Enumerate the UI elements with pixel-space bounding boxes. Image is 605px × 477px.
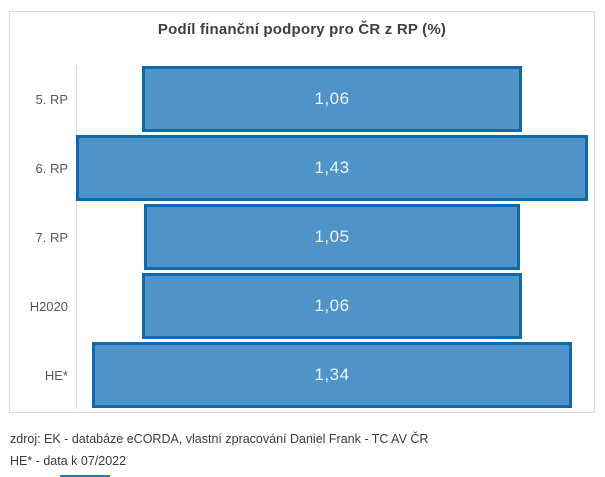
cropped-element-sliver [60, 475, 110, 477]
category-label: H2020 [29, 298, 68, 314]
bar-track: 1,05 [76, 204, 588, 270]
chart-title: Podíl finanční podpory pro ČR z RP (%) [157, 21, 447, 38]
bar-row: HE* 1,34 [10, 342, 588, 408]
data-date-note: HE* - data k 07/2022 [10, 454, 127, 468]
bar-value-label: 1,06 [314, 89, 350, 108]
bar-rows: 5. RP 1,06 6. RP 1,43 7. RP 1,05 H2020 1,06 HE* 1… [10, 66, 588, 408]
bar-value-label: 1,06 [314, 296, 350, 315]
bar-row: 7. RP 1,05 [10, 204, 588, 270]
category-label: 5. RP [35, 91, 68, 107]
category-label: HE* [44, 367, 68, 383]
category-label: 7. RP [35, 229, 68, 245]
chart-frame: Podíl finanční podpory pro ČR z RP (%) 5… [9, 11, 595, 413]
bar-row: 5. RP 1,06 [10, 66, 588, 132]
bar: 1,34 [92, 342, 572, 408]
bar-value-label: 1,43 [314, 158, 350, 177]
bar-value-label: 1,34 [314, 365, 350, 384]
bar-value-label: 1,05 [314, 227, 350, 246]
bar-track: 1,06 [76, 273, 588, 339]
category-label: 6. RP [35, 160, 68, 176]
bar: 1,06 [142, 66, 522, 132]
bar: 1,43 [76, 135, 588, 201]
category-axis-line [76, 65, 77, 409]
bar: 1,06 [142, 273, 522, 339]
bar-row: H2020 1,06 [10, 273, 588, 339]
source-note: zdroj: EK - databáze eCORDA, vlastní zpr… [10, 432, 429, 446]
bar: 1,05 [144, 204, 520, 270]
bar-row: 6. RP 1,43 [10, 135, 588, 201]
bar-track: 1,34 [76, 342, 588, 408]
bar-track: 1,06 [76, 66, 588, 132]
chart-footer: zdroj: EK - databáze eCORDA, vlastní zpr… [10, 428, 428, 472]
bar-track: 1,43 [76, 135, 588, 201]
